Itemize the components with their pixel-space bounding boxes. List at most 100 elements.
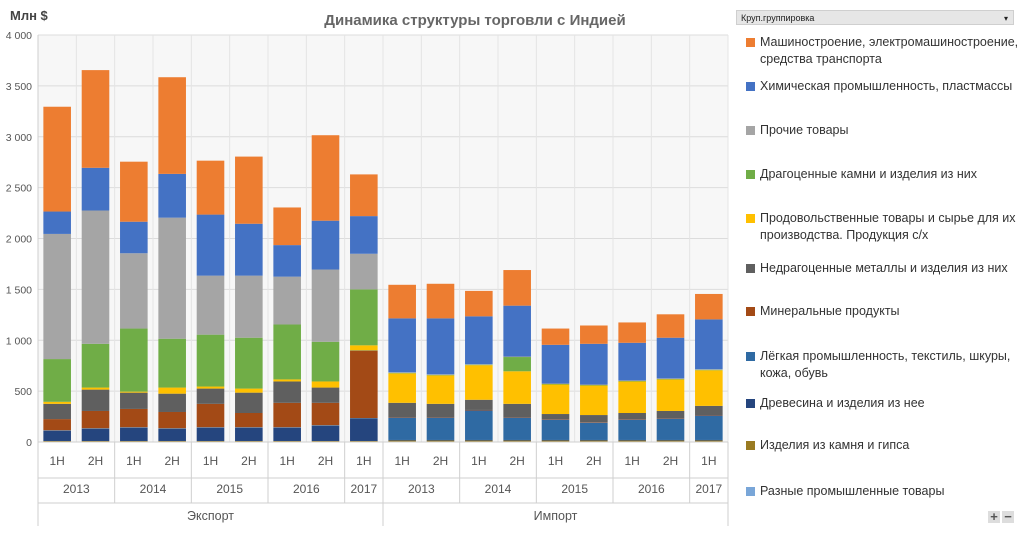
zoom-controls: + − xyxy=(986,509,1014,524)
x-tick-half-label: 1Н xyxy=(356,454,371,468)
bar-segment xyxy=(465,399,493,410)
bar-segment xyxy=(541,328,570,345)
y-axis-label: Млн $ xyxy=(10,8,49,23)
legend-label: Изделия из камня и гипса xyxy=(760,438,910,452)
bar-segment xyxy=(196,214,225,276)
bar-segment xyxy=(43,106,71,212)
bar-segment xyxy=(235,440,263,442)
x-group-label: Экспорт xyxy=(187,509,234,523)
legend-swatch xyxy=(746,441,755,450)
y-tick-label: 1 000 xyxy=(6,335,32,347)
zoom-in-button[interactable]: + xyxy=(988,510,1000,523)
bar-segment xyxy=(541,383,570,385)
bar-segment xyxy=(541,440,570,442)
bar-segment xyxy=(120,440,148,442)
bar-segment xyxy=(580,439,608,441)
legend-swatch xyxy=(746,82,755,91)
bar-segment xyxy=(695,440,723,442)
bar-segment xyxy=(235,156,263,224)
bar-segment xyxy=(350,418,378,419)
bar-segment xyxy=(43,401,71,404)
bar-segment xyxy=(81,210,110,344)
bar-segment xyxy=(273,276,301,325)
bar-segment xyxy=(350,440,378,442)
x-tick-half-label: 2Н xyxy=(88,454,103,468)
bar-segment xyxy=(311,135,340,221)
bar-segment xyxy=(120,253,148,329)
bar-segment xyxy=(273,324,301,380)
bar-segment xyxy=(503,371,531,404)
chart-title: Динамика структуры торговли с Индией xyxy=(324,12,625,29)
bar-segment xyxy=(158,428,186,441)
bar-segment xyxy=(350,345,378,351)
bar-segment xyxy=(503,417,531,440)
zoom-out-button[interactable]: − xyxy=(1002,510,1014,523)
bar-segment xyxy=(580,384,608,386)
bar-segment xyxy=(235,392,263,414)
bar-segment xyxy=(158,173,186,218)
bar-segment xyxy=(426,440,455,442)
bar-segment xyxy=(350,350,378,351)
bar-segment xyxy=(426,283,455,319)
bar-segment xyxy=(426,374,455,375)
bar-segment xyxy=(388,372,416,374)
bar-segment xyxy=(43,403,71,420)
bar-segment xyxy=(311,341,340,382)
x-tick-half-label: 1Н xyxy=(394,454,409,468)
bar-segment xyxy=(656,440,685,442)
legend-label: Продовольственные товары и сырье для их … xyxy=(760,211,1016,242)
bar-segment xyxy=(158,387,186,394)
legend-panel: Круп.группировка ▾ Машиностроение, элект… xyxy=(732,6,1020,530)
bar-segment xyxy=(426,403,455,418)
bar-segment xyxy=(541,344,570,384)
bar-segment xyxy=(388,372,416,373)
bar-segment xyxy=(580,325,608,344)
legend-swatch xyxy=(746,214,755,223)
legend-filter-dropdown[interactable]: Круп.группировка ▾ xyxy=(736,10,1014,25)
x-tick-half-label: 1Н xyxy=(701,454,716,468)
x-tick-half-label: 1Н xyxy=(279,454,294,468)
bar-segment xyxy=(503,440,531,442)
y-tick-label: 1 500 xyxy=(6,284,32,296)
bar-segment xyxy=(120,427,148,428)
bar-segment xyxy=(350,253,378,290)
bar-segment xyxy=(388,284,416,319)
bar-segment xyxy=(158,217,186,339)
y-tick-label: 3 000 xyxy=(6,132,32,144)
bar-segment xyxy=(580,422,608,440)
x-group-label: Импорт xyxy=(534,509,578,523)
bar-segment xyxy=(465,440,493,442)
x-tick-half-label: 2Н xyxy=(586,454,601,468)
chart-svg: Динамика структуры торговли с Индией Млн … xyxy=(6,8,729,526)
bar-segment xyxy=(196,440,225,442)
bar-segment xyxy=(120,328,148,392)
bar-segment xyxy=(273,381,301,403)
bar-segment xyxy=(618,322,646,343)
bar-segment xyxy=(196,427,225,428)
bar-segment xyxy=(580,415,608,423)
bar-segment xyxy=(273,427,301,428)
bar-segment xyxy=(618,419,646,420)
bar-segment xyxy=(120,391,148,393)
bar-segment xyxy=(426,318,455,375)
bar-segment xyxy=(618,380,646,382)
bar-segment xyxy=(695,369,723,371)
y-tick-label: 4 000 xyxy=(6,30,32,42)
x-tick-half-label: 1Н xyxy=(203,454,218,468)
bar-segment xyxy=(541,414,570,420)
bar-segment xyxy=(388,417,416,440)
bar-segment xyxy=(426,439,455,441)
bar-segment xyxy=(120,221,148,254)
bar-segment xyxy=(196,427,225,441)
x-tick-year-label: 2014 xyxy=(140,482,167,496)
bar-segment xyxy=(273,440,301,442)
legend-label: Минеральные продукты xyxy=(760,304,900,318)
x-tick-year-label: 2015 xyxy=(216,482,243,496)
x-tick-year-label: 2017 xyxy=(350,482,377,496)
bar-segment xyxy=(388,318,416,373)
bar-segment xyxy=(541,419,570,420)
bar-segment xyxy=(618,413,646,420)
bar-segment xyxy=(235,337,263,389)
legend-header-label: Круп.группировка xyxy=(741,13,815,23)
bar-segment xyxy=(580,343,608,385)
